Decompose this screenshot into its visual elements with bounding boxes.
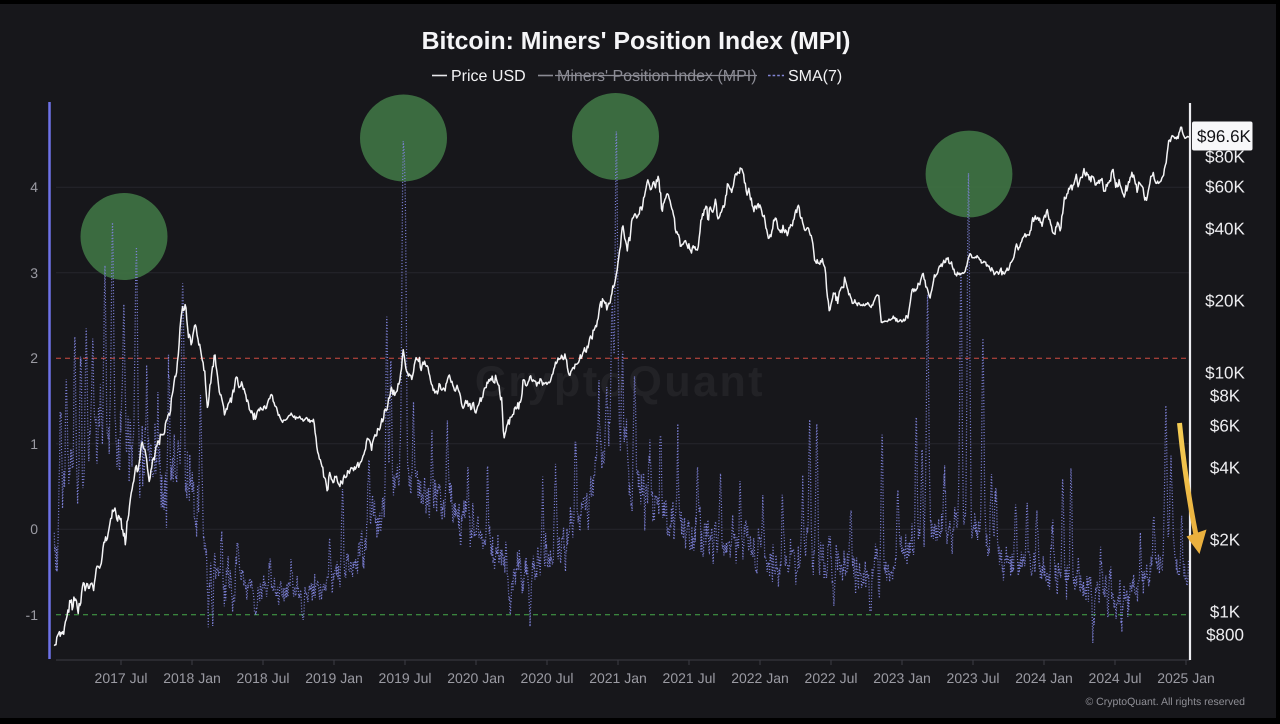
svg-text:2023 Jan: 2023 Jan [873, 670, 931, 686]
svg-text:2022 Jul: 2022 Jul [805, 670, 858, 686]
svg-text:$60K: $60K [1205, 178, 1245, 197]
svg-text:2021 Jan: 2021 Jan [589, 670, 647, 686]
svg-text:SMA(7): SMA(7) [788, 68, 842, 85]
svg-text:Miners' Position Index (MPI): Miners' Position Index (MPI) [557, 68, 757, 85]
svg-text:2021 Jul: 2021 Jul [663, 670, 716, 686]
svg-text:2024 Jul: 2024 Jul [1089, 670, 1142, 686]
svg-text:$20K: $20K [1205, 292, 1245, 311]
svg-text:2019 Jan: 2019 Jan [305, 670, 363, 686]
svg-text:$96.6K: $96.6K [1197, 127, 1252, 146]
svg-text:Bitcoin: Miners' Position Inde: Bitcoin: Miners' Position Index (MPI) [422, 28, 851, 55]
svg-text:4: 4 [30, 179, 38, 195]
svg-text:$10K: $10K [1205, 364, 1245, 383]
svg-text:0: 0 [30, 521, 38, 537]
svg-text:$40K: $40K [1205, 220, 1245, 239]
svg-text:2017 Jul: 2017 Jul [95, 670, 148, 686]
svg-text:3: 3 [30, 265, 38, 281]
svg-text:1: 1 [30, 436, 38, 452]
svg-text:2020 Jan: 2020 Jan [447, 670, 505, 686]
svg-text:CryptoQuant: CryptoQuant [475, 358, 765, 406]
svg-text:2022 Jan: 2022 Jan [731, 670, 789, 686]
svg-text:$2K: $2K [1210, 531, 1241, 550]
svg-text:2025 Jan: 2025 Jan [1157, 670, 1215, 686]
svg-text:$80K: $80K [1205, 148, 1245, 167]
svg-text:$8K: $8K [1210, 387, 1241, 406]
svg-text:2020 Jul: 2020 Jul [521, 670, 574, 686]
svg-text:Price USD: Price USD [451, 68, 526, 85]
svg-text:2019 Jul: 2019 Jul [379, 670, 432, 686]
svg-text:$800: $800 [1206, 626, 1244, 645]
svg-text:2023 Jul: 2023 Jul [947, 670, 1000, 686]
svg-text:$6K: $6K [1210, 417, 1241, 436]
svg-text:2018 Jul: 2018 Jul [237, 670, 290, 686]
svg-text:$1K: $1K [1210, 603, 1241, 622]
svg-text:$4K: $4K [1210, 459, 1241, 478]
svg-text:2: 2 [30, 350, 38, 366]
svg-text:2018 Jan: 2018 Jan [163, 670, 221, 686]
svg-text:2024 Jan: 2024 Jan [1015, 670, 1073, 686]
svg-text:-1: -1 [26, 607, 39, 623]
svg-text:© CryptoQuant. All rights rese: © CryptoQuant. All rights reserved [1086, 696, 1246, 708]
